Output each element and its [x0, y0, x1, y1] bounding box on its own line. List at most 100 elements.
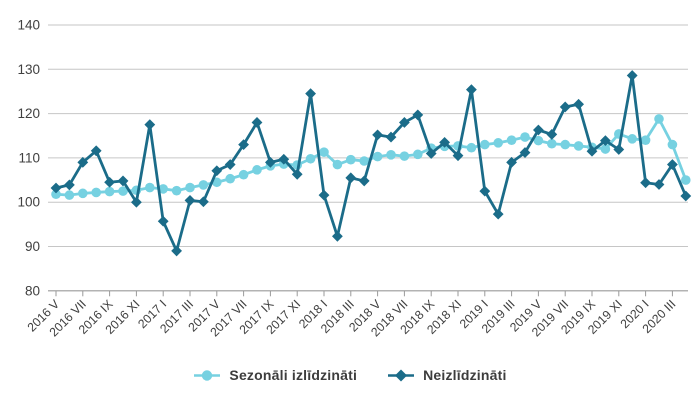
- data-point-diamond: [506, 156, 517, 168]
- data-point-circle: [252, 165, 262, 175]
- data-point-circle: [547, 138, 557, 149]
- data-point-diamond: [466, 84, 477, 96]
- data-point-diamond: [332, 230, 343, 242]
- data-point-circle: [64, 190, 75, 200]
- data-point-diamond: [345, 172, 357, 184]
- chart-legend: Sezonāli izlīdzināti Neizlīdzināti: [0, 352, 700, 402]
- data-point-diamond: [50, 182, 62, 194]
- data-point-diamond: [131, 196, 142, 208]
- data-point-circle: [158, 184, 168, 194]
- y-tick-label: 110: [18, 150, 40, 165]
- data-point-circle: [319, 147, 329, 157]
- data-point-diamond: [559, 101, 571, 113]
- data-point-diamond: [318, 189, 330, 201]
- data-point-circle: [118, 186, 128, 196]
- data-point-diamond: [117, 175, 129, 187]
- data-point-circle: [185, 182, 195, 193]
- data-point-diamond: [479, 185, 491, 197]
- data-point-diamond: [452, 150, 464, 162]
- data-point-diamond: [171, 245, 182, 257]
- data-point-diamond: [291, 168, 303, 180]
- data-point-diamond: [358, 175, 370, 187]
- data-point-diamond: [519, 147, 531, 158]
- data-point-circle: [225, 173, 235, 184]
- data-point-circle: [573, 141, 584, 151]
- data-point-circle: [212, 177, 222, 188]
- data-point-circle: [399, 151, 410, 161]
- data-point-diamond: [613, 144, 625, 155]
- data-point-circle: [520, 132, 530, 142]
- data-point-diamond: [90, 145, 102, 157]
- data-point-circle: [681, 175, 691, 185]
- data-point-circle: [171, 185, 182, 196]
- data-point-diamond: [640, 177, 651, 189]
- data-point-circle: [51, 189, 61, 200]
- y-tick-label: 130: [17, 62, 40, 77]
- data-point-circle: [466, 142, 477, 153]
- legend-label-seasonally-adjusted: Sezonāli izlīdzināti: [229, 367, 358, 383]
- data-point-circle: [600, 144, 611, 154]
- data-point-diamond: [586, 145, 598, 157]
- data-point-diamond: [680, 190, 692, 202]
- data-point-diamond: [600, 135, 611, 147]
- data-point-circle: [238, 169, 249, 180]
- y-tick-label: 100: [17, 195, 40, 210]
- legend-marker-circle-icon: [194, 369, 221, 381]
- data-point-circle: [640, 135, 651, 145]
- data-point-diamond: [385, 131, 397, 143]
- data-point-diamond: [653, 179, 665, 190]
- data-point-circle: [506, 135, 517, 145]
- data-point-diamond: [492, 208, 504, 220]
- series-line-unadjusted: [54, 74, 688, 253]
- data-point-diamond: [157, 215, 169, 227]
- data-point-diamond: [412, 109, 424, 121]
- data-point-diamond: [372, 129, 383, 141]
- data-point-circle: [372, 151, 383, 162]
- data-point-diamond: [251, 117, 263, 128]
- data-point-diamond: [104, 176, 115, 188]
- data-point-diamond: [626, 70, 638, 81]
- data-point-circle: [305, 153, 316, 164]
- data-point-diamond: [573, 98, 584, 110]
- data-point-diamond: [184, 195, 196, 206]
- data-point-circle: [413, 149, 423, 160]
- y-tick-label: 90: [25, 239, 40, 254]
- data-point-circle: [346, 154, 356, 165]
- data-point-circle: [145, 182, 155, 193]
- data-point-circle: [493, 138, 504, 148]
- y-tick-label: 140: [17, 18, 40, 33]
- data-point-diamond: [399, 117, 410, 128]
- data-point-circle: [91, 187, 101, 198]
- data-point-diamond: [238, 139, 249, 151]
- legend-marker-diamond-icon: [388, 369, 415, 381]
- data-point-diamond: [144, 119, 156, 131]
- y-tick-label: 120: [17, 106, 40, 121]
- data-point-circle: [104, 186, 115, 197]
- data-point-diamond: [278, 153, 290, 165]
- data-point-diamond: [198, 196, 209, 208]
- data-point-diamond: [546, 129, 558, 140]
- data-point-circle: [480, 139, 490, 150]
- data-point-diamond: [211, 165, 223, 177]
- data-point-diamond: [305, 88, 316, 100]
- data-point-diamond: [425, 148, 437, 159]
- data-point-circle: [359, 156, 370, 166]
- data-point-diamond: [64, 179, 75, 191]
- data-point-diamond: [439, 136, 450, 148]
- data-point-diamond: [667, 159, 678, 170]
- y-tick-label: 80: [25, 283, 40, 298]
- data-point-circle: [560, 139, 570, 150]
- data-point-circle: [198, 180, 209, 190]
- legend-label-unadjusted: Neizlīdzināti: [423, 367, 507, 383]
- data-point-circle: [654, 114, 664, 124]
- data-point-circle: [667, 139, 678, 150]
- data-point-circle: [332, 159, 343, 170]
- data-point-circle: [627, 134, 637, 144]
- data-point-circle: [533, 135, 544, 146]
- legend-item-unadjusted: Neizlīdzināti: [387, 367, 507, 383]
- legend-item-seasonally-adjusted: Sezonāli izlīdzināti: [193, 367, 357, 383]
- data-point-diamond: [533, 124, 544, 136]
- data-point-diamond: [77, 156, 89, 168]
